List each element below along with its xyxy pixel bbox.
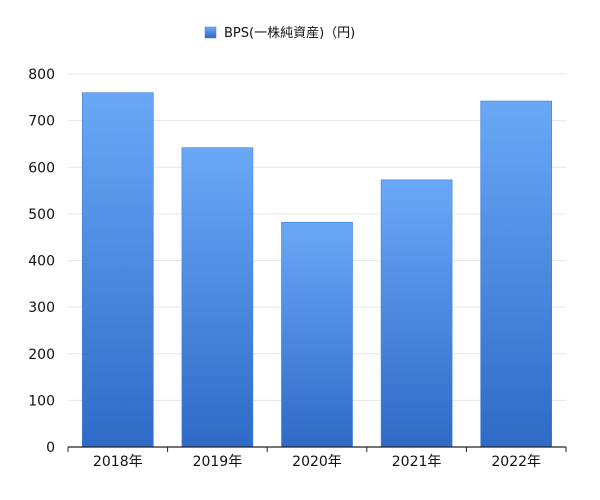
x-axis-tick-labels: 2018年 2019年 2020年 2021年 2022年 xyxy=(67,447,567,470)
bar xyxy=(281,221,353,448)
legend-label: BPS(一株純資産)（円) xyxy=(224,25,355,41)
y-tick-label: 100 xyxy=(28,393,55,409)
x-tick-label: 2022年 xyxy=(491,454,541,470)
y-tick-label: 500 xyxy=(28,207,55,223)
y-tick-label: 600 xyxy=(28,160,55,176)
y-axis-tick-labels: 0 100 200 300 400 500 600 700 800 xyxy=(28,67,55,456)
bars xyxy=(82,92,553,448)
y-tick-label: 0 xyxy=(46,440,55,456)
y-tick-label: 800 xyxy=(28,67,55,83)
x-tick-label: 2019年 xyxy=(193,454,243,470)
bar xyxy=(380,179,453,448)
y-tick-label: 400 xyxy=(28,254,55,270)
y-tick-label: 300 xyxy=(28,300,55,316)
bar xyxy=(181,147,254,448)
y-tick-label: 200 xyxy=(28,347,55,363)
y-tick-label: 700 xyxy=(28,114,55,130)
legend-swatch xyxy=(204,26,217,39)
bar xyxy=(82,92,154,448)
bar xyxy=(480,100,553,448)
x-tick-label: 2018年 xyxy=(93,454,143,470)
x-tick-label: 2021年 xyxy=(392,454,442,470)
legend: BPS(一株純資産)（円) xyxy=(204,25,355,41)
x-tick-label: 2020年 xyxy=(292,454,342,470)
